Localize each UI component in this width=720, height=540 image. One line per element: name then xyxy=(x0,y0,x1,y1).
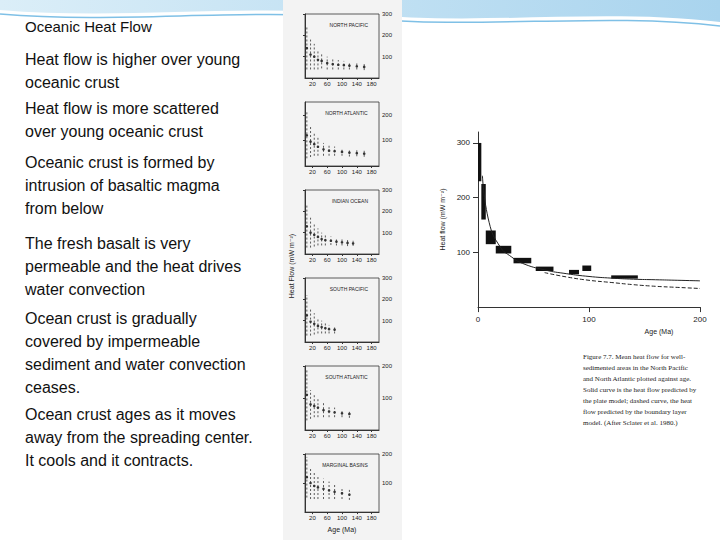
svg-text:180: 180 xyxy=(367,81,378,87)
html-text:sediment and water convection: sediment and water convection xyxy=(25,356,246,373)
html-text:water convection: water convection xyxy=(25,281,146,298)
svg-text:NORTH PACIFIC: NORTH PACIFIC xyxy=(330,22,369,28)
html-text:Heat flow is higher over young: Heat flow is higher over young xyxy=(25,51,241,68)
svg-text:20: 20 xyxy=(309,433,316,439)
svg-text:SOUTH ATLANTIC: SOUTH ATLANTIC xyxy=(325,374,368,380)
svg-text:140: 140 xyxy=(352,81,363,87)
svg-text:200: 200 xyxy=(382,451,393,457)
svg-text:60: 60 xyxy=(324,257,331,263)
svg-text:200: 200 xyxy=(457,193,471,202)
svg-text:100: 100 xyxy=(337,257,348,263)
svg-text:100: 100 xyxy=(457,248,471,257)
svg-text:Age (Ma): Age (Ma) xyxy=(328,526,357,534)
html-text:ceases.: ceases. xyxy=(25,379,81,396)
html-text:Ocean crust is gradually: Ocean crust is gradually xyxy=(25,310,197,327)
svg-text:200: 200 xyxy=(382,112,393,118)
svg-text:MARGINAL BASINS: MARGINAL BASINS xyxy=(322,462,368,468)
html-text:Solid curve is the heat flow p: Solid curve is the heat flow predicted b… xyxy=(583,386,697,394)
svg-text:200: 200 xyxy=(382,296,393,302)
svg-text:200: 200 xyxy=(382,363,393,369)
svg-text:60: 60 xyxy=(324,433,331,439)
svg-text:140: 140 xyxy=(352,345,363,351)
html-text:Oceanic Heat Flow: Oceanic Heat Flow xyxy=(25,18,152,35)
html-text:and North Atlantic plotted aga: and North Atlantic plotted against age. xyxy=(583,375,692,383)
svg-text:100: 100 xyxy=(382,137,393,143)
html-text:sedimented areas in the North: sedimented areas in the North Pacific xyxy=(583,364,688,372)
html-text:oceanic crust: oceanic crust xyxy=(25,74,120,91)
svg-text:140: 140 xyxy=(352,169,363,175)
svg-text:100: 100 xyxy=(382,318,393,324)
svg-text:60: 60 xyxy=(324,169,331,175)
svg-text:140: 140 xyxy=(352,433,363,439)
svg-text:60: 60 xyxy=(324,515,331,521)
html-text:over young oceanic crust: over young oceanic crust xyxy=(25,123,203,140)
html-text:intrusion of basaltic magma: intrusion of basaltic magma xyxy=(25,177,220,194)
html-text:flow predicted by the boundary: flow predicted by the boundary layer xyxy=(583,408,687,416)
svg-text:100: 100 xyxy=(337,433,348,439)
svg-text:100: 100 xyxy=(382,395,393,401)
svg-text:200: 200 xyxy=(382,32,393,38)
html-text:Heat flow is more scattered: Heat flow is more scattered xyxy=(25,100,219,117)
svg-text:60: 60 xyxy=(324,345,331,351)
svg-text:180: 180 xyxy=(367,257,378,263)
svg-text:200: 200 xyxy=(382,208,393,214)
html-text:The fresh basalt is very: The fresh basalt is very xyxy=(25,235,191,252)
svg-text:140: 140 xyxy=(352,257,363,263)
svg-text:SOUTH PACIFIC: SOUTH PACIFIC xyxy=(330,286,369,292)
svg-text:180: 180 xyxy=(367,433,378,439)
svg-text:180: 180 xyxy=(367,345,378,351)
svg-text:Age (Ma): Age (Ma) xyxy=(645,328,674,336)
svg-text:20: 20 xyxy=(309,81,316,87)
svg-text:100: 100 xyxy=(337,81,348,87)
svg-text:180: 180 xyxy=(367,169,378,175)
svg-text:60: 60 xyxy=(324,81,331,87)
svg-text:20: 20 xyxy=(309,257,316,263)
svg-text:20: 20 xyxy=(309,345,316,351)
html-text:permeable and the heat drives: permeable and the heat drives xyxy=(25,258,242,275)
html-text:model. (After Sclater et al. 1: model. (After Sclater et al. 1980.) xyxy=(583,419,678,427)
html-text:covered by impermeable: covered by impermeable xyxy=(25,333,201,350)
svg-text:100: 100 xyxy=(337,345,348,351)
svg-text:NORTH ATLANTIC: NORTH ATLANTIC xyxy=(325,110,368,116)
html-text:Ocean crust ages as it moves: Ocean crust ages as it moves xyxy=(25,406,236,423)
svg-text:INDIAN OCEAN: INDIAN OCEAN xyxy=(332,198,369,204)
svg-text:100: 100 xyxy=(337,515,348,521)
html-text:It cools and it contracts.: It cools and it contracts. xyxy=(25,452,194,469)
svg-text:300: 300 xyxy=(382,187,393,193)
html-text:Figure 7.7. Mean heat flow for: Figure 7.7. Mean heat flow for well- xyxy=(583,353,686,361)
svg-text:20: 20 xyxy=(309,515,316,521)
svg-text:140: 140 xyxy=(352,515,363,521)
svg-text:100: 100 xyxy=(382,230,393,236)
svg-text:100: 100 xyxy=(582,315,596,324)
svg-text:0: 0 xyxy=(476,315,481,324)
html-text:Oceanic crust is formed by: Oceanic crust is formed by xyxy=(25,154,215,171)
svg-text:200: 200 xyxy=(693,315,707,324)
svg-text:20: 20 xyxy=(309,169,316,175)
html-text:away from the spreading center: away from the spreading center. xyxy=(25,429,253,446)
svg-text:100: 100 xyxy=(382,54,393,60)
svg-text:300: 300 xyxy=(382,11,393,17)
svg-text:100: 100 xyxy=(382,480,393,486)
svg-text:300: 300 xyxy=(457,138,471,147)
html-text:Heat Flow (mW m⁻²): Heat Flow (mW m⁻²) xyxy=(288,233,295,299)
svg-text:180: 180 xyxy=(367,515,378,521)
html-text:the plate model; dashed curve,: the plate model; dashed curve, the heat xyxy=(583,397,692,405)
svg-text:100: 100 xyxy=(337,169,348,175)
svg-text:Heat flow (mW m⁻²): Heat flow (mW m⁻²) xyxy=(439,189,447,251)
svg-text:300: 300 xyxy=(382,275,393,281)
html-text:from below: from below xyxy=(25,200,104,217)
